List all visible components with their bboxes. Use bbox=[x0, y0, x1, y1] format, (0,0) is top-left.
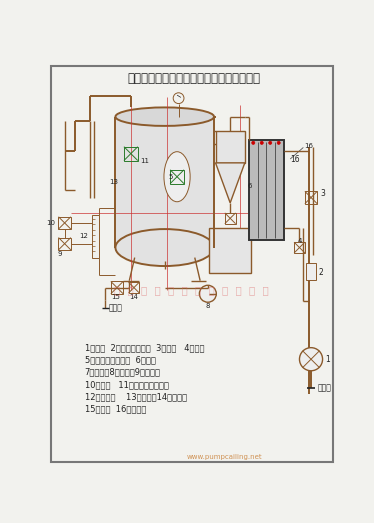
Bar bbox=[124, 146, 138, 161]
Text: 1、阀阀  2、高精度滤水器  3、阀阀   4、阀氡: 1、阀阀 2、高精度滤水器 3、阀阀 4、阀氡 bbox=[85, 343, 204, 352]
Bar bbox=[111, 281, 123, 294]
Circle shape bbox=[300, 348, 322, 371]
Circle shape bbox=[260, 141, 263, 144]
Text: 进水口: 进水口 bbox=[317, 383, 331, 392]
Ellipse shape bbox=[116, 229, 214, 266]
Circle shape bbox=[277, 141, 280, 144]
Text: 北  京  绿  洁  源  水  处  理  有  限  公  司: 北 京 绿 洁 源 水 处 理 有 限 公 司 bbox=[114, 285, 269, 295]
Circle shape bbox=[252, 141, 255, 144]
Text: 5: 5 bbox=[168, 174, 172, 180]
Text: 1: 1 bbox=[325, 355, 329, 363]
Text: 16: 16 bbox=[290, 154, 300, 164]
Text: 出水口: 出水口 bbox=[108, 303, 122, 312]
Bar bbox=[209, 229, 251, 273]
Bar bbox=[215, 131, 245, 163]
Text: 15: 15 bbox=[111, 294, 120, 300]
Text: 15、厌阀  16、电柜池: 15、厌阀 16、电柜池 bbox=[85, 405, 146, 414]
Text: 10、厌阀   11、二级喷射雾化器: 10、厌阀 11、二级喷射雾化器 bbox=[85, 380, 169, 389]
Text: 10: 10 bbox=[46, 220, 55, 226]
Bar bbox=[294, 242, 305, 253]
Circle shape bbox=[269, 141, 272, 144]
Text: 12、水空计    13、人孔门14、给水泵: 12、水空计 13、人孔门14、给水泵 bbox=[85, 392, 187, 402]
Text: 13: 13 bbox=[109, 179, 118, 185]
Bar bbox=[225, 213, 236, 224]
Text: 9: 9 bbox=[58, 251, 62, 257]
Bar bbox=[170, 170, 184, 184]
Text: 真空、电化学、化学除氧器原理布置示意图: 真空、电化学、化学除氧器原理布置示意图 bbox=[128, 72, 260, 85]
Bar bbox=[249, 140, 284, 240]
Text: 8: 8 bbox=[206, 303, 210, 309]
Text: www.pumpcailing.net: www.pumpcailing.net bbox=[187, 454, 263, 460]
Text: 4: 4 bbox=[297, 238, 302, 244]
Bar bbox=[58, 237, 71, 250]
Ellipse shape bbox=[116, 107, 214, 126]
Ellipse shape bbox=[164, 152, 190, 202]
Bar bbox=[305, 191, 317, 203]
Bar bbox=[129, 282, 139, 293]
Bar bbox=[58, 217, 71, 229]
Bar bbox=[116, 116, 213, 247]
Bar bbox=[306, 263, 316, 280]
Bar bbox=[92, 215, 99, 257]
Circle shape bbox=[199, 285, 216, 302]
Text: 7、蓄水箱8、射水泵9、给水泵: 7、蓄水箱8、射水泵9、给水泵 bbox=[85, 368, 161, 377]
Text: 16: 16 bbox=[304, 143, 313, 149]
Text: 6: 6 bbox=[247, 183, 252, 189]
Text: 2: 2 bbox=[319, 268, 324, 277]
Text: 5、一级雾化幕化器  6、阀阀: 5、一级雾化幕化器 6、阀阀 bbox=[85, 356, 156, 365]
Text: 12: 12 bbox=[79, 233, 88, 239]
Text: 11: 11 bbox=[140, 158, 149, 164]
Text: 3: 3 bbox=[320, 189, 325, 198]
Text: 14: 14 bbox=[129, 294, 138, 300]
Polygon shape bbox=[215, 163, 245, 203]
